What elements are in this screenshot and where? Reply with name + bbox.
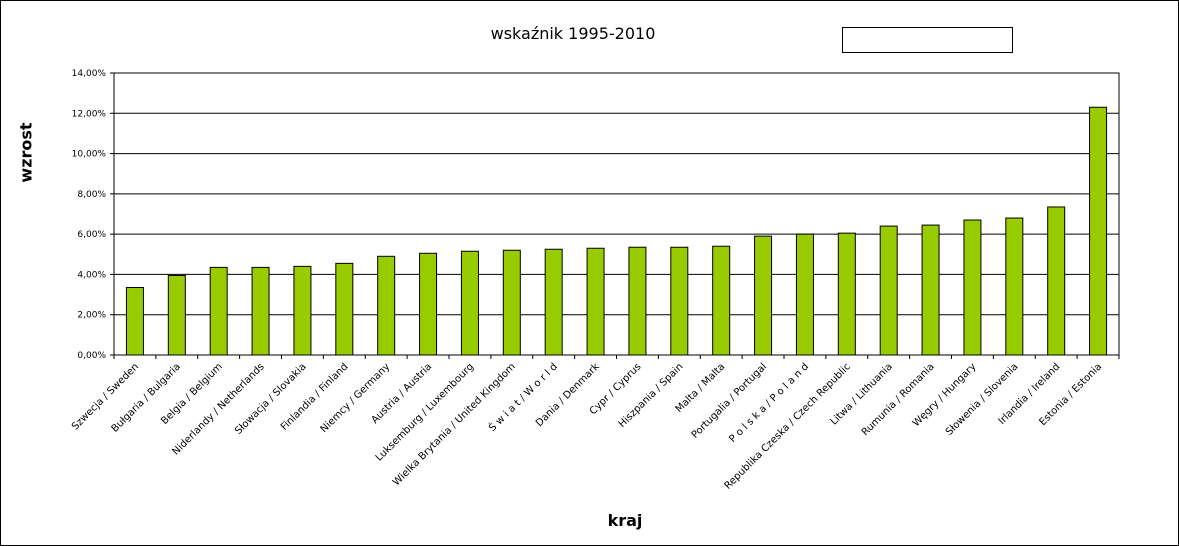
- x-tick-label: Bułgaria / Bulgaria: [110, 361, 183, 434]
- bar: [586, 247, 605, 356]
- x-tick-label: Szwecja / Sweden: [70, 361, 141, 432]
- y-tick-label: 2,00%: [77, 311, 106, 321]
- x-axis-label: kraj: [607, 511, 643, 530]
- y-tick-label: 12,00%: [72, 109, 107, 119]
- y-tick-label: 4,00%: [77, 270, 106, 280]
- y-tick-label: 0,00%: [77, 351, 106, 361]
- bar: [1047, 206, 1066, 356]
- legend-box: [842, 27, 1013, 53]
- bar: [544, 248, 563, 356]
- x-tick-label: P o l s k a / P o l a n d: [727, 361, 811, 445]
- bar: [335, 262, 354, 356]
- bar: [795, 233, 814, 356]
- x-tick-label: Rumunia / Romania: [860, 361, 937, 438]
- x-tick-label: Niemcy / Germany: [319, 361, 393, 435]
- x-tick-label: Ś w i a t / W o r l d: [486, 360, 560, 434]
- bar: [963, 219, 982, 356]
- bar: [921, 224, 940, 356]
- y-tick-label: 14,00%: [72, 69, 107, 79]
- bar: [125, 287, 144, 356]
- bars: [125, 106, 1108, 356]
- bar: [502, 249, 521, 356]
- bar: [670, 246, 689, 356]
- y-tick-label: 10,00%: [72, 150, 107, 160]
- y-tick-label: 8,00%: [77, 190, 106, 200]
- bar: [1005, 217, 1024, 356]
- bar: [167, 274, 186, 356]
- bar: [879, 225, 898, 356]
- bar: [712, 245, 731, 356]
- chart-title: wskaźnik 1995-2010: [490, 24, 656, 43]
- bar: [754, 235, 773, 356]
- x-tick-label: Słowacja / Slovakia: [233, 361, 308, 436]
- y-tick-label: 6,00%: [77, 230, 106, 240]
- x-tick-label: Portugalia / Portugal: [690, 361, 770, 441]
- bar: [419, 252, 438, 356]
- bar: [377, 255, 396, 356]
- x-tick-label: Słowenia / Slovenia: [944, 361, 1020, 437]
- bar: [293, 265, 312, 356]
- bar: [1089, 106, 1108, 356]
- bar: [460, 250, 479, 356]
- bar: [628, 246, 647, 356]
- bar: [251, 266, 270, 356]
- bar: [209, 266, 228, 356]
- bar: [837, 232, 856, 356]
- y-tick-labels: 0,00% 2,00% 4,00% 6,00% 8,00% 10,00% 12,00% 14,…: [72, 69, 107, 361]
